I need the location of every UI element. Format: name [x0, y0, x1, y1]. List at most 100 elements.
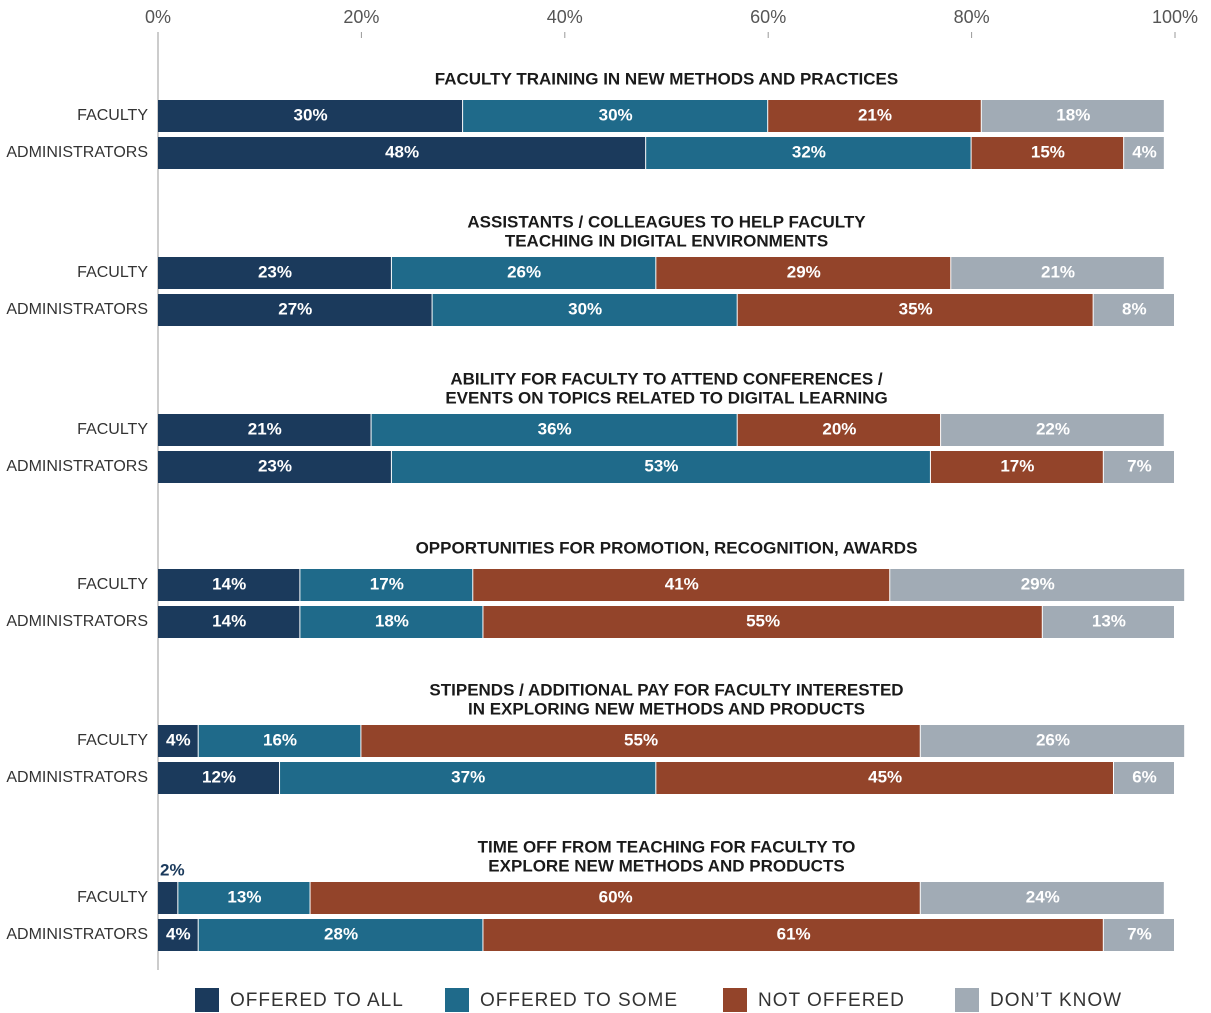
data-label: 36% — [538, 419, 572, 438]
data-label: 4% — [166, 924, 191, 943]
data-label: 29% — [787, 262, 821, 281]
data-label: 12% — [202, 767, 236, 786]
data-label: 30% — [568, 299, 602, 318]
group-title: ABILITY FOR FACULTY TO ATTEND CONFERENCE… — [450, 369, 883, 388]
group-title: TEACHING IN DIGITAL ENVIRONMENTS — [505, 231, 828, 250]
group-title: ASSISTANTS / COLLEAGUES TO HELP FACULTY — [467, 212, 866, 231]
data-label: 30% — [599, 105, 633, 124]
data-label: 26% — [507, 262, 541, 281]
x-tick-label: 0% — [145, 7, 171, 27]
data-label: 24% — [1026, 887, 1060, 906]
data-label: 15% — [1031, 142, 1065, 161]
bar-segment — [483, 919, 1103, 951]
bar-segment — [1103, 451, 1174, 483]
bar-segment — [158, 762, 280, 794]
data-label: 35% — [899, 299, 933, 318]
bar-segment — [158, 294, 432, 326]
data-label: 53% — [644, 456, 678, 475]
bar-segment — [391, 451, 930, 483]
row-label: FACULTY — [77, 107, 148, 124]
bar-segment — [158, 137, 646, 169]
data-label: 27% — [278, 299, 312, 318]
x-tick-label: 100% — [1152, 7, 1198, 27]
row-label: ADMINISTRATORS — [6, 769, 148, 786]
bar-segment — [391, 257, 656, 289]
bar-segment — [158, 606, 300, 638]
bar-segment — [920, 882, 1164, 914]
data-label: 21% — [1041, 262, 1075, 281]
bar-segment — [737, 294, 1093, 326]
data-label: 8% — [1122, 299, 1147, 318]
data-label: 55% — [624, 730, 658, 749]
x-tick-label: 20% — [343, 7, 379, 27]
bar-segment — [158, 882, 178, 914]
bar-segment — [432, 294, 737, 326]
data-label: 14% — [212, 611, 246, 630]
data-label: 16% — [263, 730, 297, 749]
bar-segment — [361, 725, 920, 757]
bar-segment — [158, 725, 198, 757]
legend-swatch — [955, 988, 979, 1012]
group-title: EVENTS ON TOPICS RELATED TO DIGITAL LEAR… — [445, 388, 887, 407]
data-label: 6% — [1132, 767, 1157, 786]
group-title: FACULTY TRAINING IN NEW METHODS AND PRAC… — [435, 69, 898, 88]
bar-segment — [737, 414, 941, 446]
data-label: 23% — [258, 262, 292, 281]
bar-segment — [280, 762, 656, 794]
data-label: 55% — [746, 611, 780, 630]
legend-swatch — [445, 988, 469, 1012]
data-label: 13% — [1092, 611, 1126, 630]
x-tick-label: 40% — [547, 7, 583, 27]
data-label: 61% — [777, 924, 811, 943]
bar-segment — [920, 725, 1185, 757]
bar-segment — [656, 257, 951, 289]
data-label: 32% — [792, 142, 826, 161]
group-title: IN EXPLORING NEW METHODS AND PRODUCTS — [468, 699, 865, 718]
row-label: ADMINISTRATORS — [6, 458, 148, 475]
bar-segment — [300, 569, 473, 601]
bar-segment — [473, 569, 890, 601]
bar-segment — [930, 451, 1103, 483]
data-label: 2% — [160, 860, 185, 879]
bar-segment — [1124, 137, 1164, 169]
bar-segment — [158, 257, 391, 289]
bar-segment — [178, 882, 310, 914]
data-label: 26% — [1036, 730, 1070, 749]
x-tick-label: 60% — [750, 7, 786, 27]
bar-segment — [1113, 762, 1174, 794]
data-label: 17% — [1000, 456, 1034, 475]
data-label: 60% — [599, 887, 633, 906]
group-title: TIME OFF FROM TEACHING FOR FACULTY TO — [478, 837, 856, 856]
bar-segment — [971, 137, 1124, 169]
legend-label: OFFERED TO SOME — [480, 990, 678, 1011]
legend-swatch — [723, 988, 747, 1012]
data-label: 18% — [1056, 105, 1090, 124]
data-label: 7% — [1127, 924, 1152, 943]
bar-segment — [656, 762, 1113, 794]
data-label: 23% — [258, 456, 292, 475]
data-label: 29% — [1021, 574, 1055, 593]
bar-segment — [1093, 294, 1174, 326]
bar-segment — [981, 100, 1164, 132]
data-label: 30% — [294, 105, 328, 124]
row-label: FACULTY — [77, 732, 148, 749]
data-label: 7% — [1127, 456, 1152, 475]
x-tick-label: 80% — [954, 7, 990, 27]
data-label: 22% — [1036, 419, 1070, 438]
row-label: FACULTY — [77, 421, 148, 438]
row-label: FACULTY — [77, 576, 148, 593]
group-title: OPPORTUNITIES FOR PROMOTION, RECOGNITION… — [416, 538, 918, 557]
row-label: ADMINISTRATORS — [6, 926, 148, 943]
bar-segment — [158, 569, 300, 601]
row-label: ADMINISTRATORS — [6, 301, 148, 318]
data-label: 17% — [370, 574, 404, 593]
bar-segment — [1042, 606, 1174, 638]
bar-segment — [890, 569, 1185, 601]
bar-segment — [646, 137, 971, 169]
data-label: 48% — [385, 142, 419, 161]
legend-swatch — [195, 988, 219, 1012]
bar-segment — [483, 606, 1042, 638]
bar-segment — [198, 919, 483, 951]
data-label: 28% — [324, 924, 358, 943]
